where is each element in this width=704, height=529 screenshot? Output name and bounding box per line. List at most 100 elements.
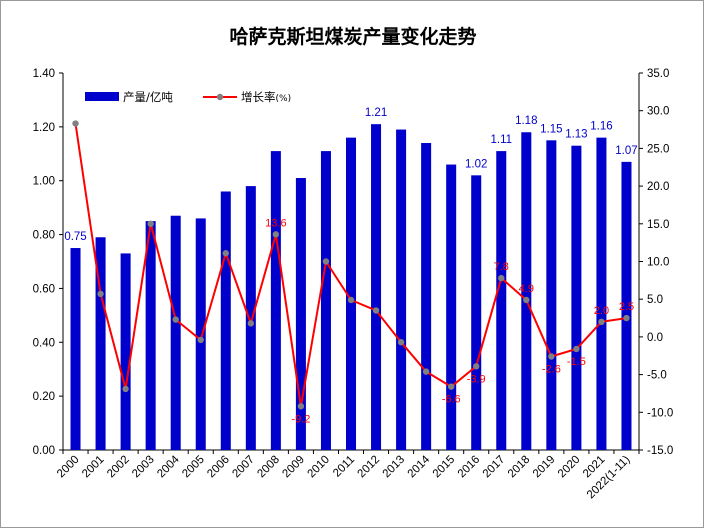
y-right-tick-label: -5.0	[647, 370, 667, 382]
growth-value-label: 7.8	[494, 261, 509, 273]
growth-value-label: -3.9	[467, 373, 486, 385]
bar-value-label: 1.15	[540, 123, 562, 135]
bar	[95, 237, 106, 450]
bar-value-label: 1.13	[565, 129, 587, 141]
growth-point	[422, 368, 430, 375]
category-label: 2016	[456, 454, 483, 481]
y-left-tick-label: 0.60	[33, 283, 55, 295]
bar-value-label: 1.02	[465, 158, 487, 170]
growth-point	[573, 345, 580, 353]
bar	[345, 137, 357, 450]
bar	[596, 137, 607, 450]
y-right-tick-label: -10.0	[647, 407, 673, 419]
y-left-tick-label: 0.80	[33, 230, 55, 242]
bar	[270, 151, 281, 451]
legend-bar-label: 产量/亿吨	[123, 90, 173, 104]
growth-point	[222, 250, 229, 257]
growth-point	[297, 403, 305, 410]
growth-value-label: -1.5	[567, 356, 586, 368]
bar-value-label: 1.11	[490, 134, 512, 146]
growth-point	[247, 320, 255, 327]
bar-value-label: 1.18	[515, 115, 537, 127]
growth-point	[347, 296, 355, 304]
y-right-tick-label: 20.0	[647, 181, 669, 193]
growth-point	[598, 318, 605, 326]
y-left-tick-label: 0.20	[33, 391, 55, 403]
bar	[320, 151, 331, 451]
growth-point	[322, 258, 330, 265]
y-left-tick-label: 0.00	[33, 445, 55, 457]
bar	[396, 129, 407, 451]
category-label: 2020	[556, 454, 583, 481]
growth-value-label: -6.6	[442, 394, 461, 406]
y-left-tick-label: 0.40	[33, 337, 55, 349]
y-right-tick-label: 30.0	[647, 106, 669, 118]
y-right-tick-label: 0.0	[647, 332, 663, 344]
growth-point	[397, 338, 405, 346]
y-right-tick-label: 35.0	[647, 68, 669, 80]
y-right-tick-label: 5.0	[647, 294, 663, 306]
y-right-tick-label: 15.0	[647, 219, 669, 231]
plot-area: 0.00 0.20 0.40 0.60 0.80 1.00 1.20 1.40 -15.0 -10…	[33, 68, 674, 501]
category-label: 2007	[230, 454, 257, 481]
bar	[621, 161, 632, 450]
category-label: 2006	[205, 454, 232, 481]
y-left-tick-label: 1.00	[33, 176, 55, 188]
growth-value-label: 4.9	[519, 283, 534, 295]
growth-point	[548, 353, 555, 360]
category-label: 2001	[80, 454, 107, 481]
category-label: 2008	[255, 454, 282, 481]
growth-point	[498, 274, 505, 282]
chart-title: 哈萨克斯坦煤炭产量变化走势	[229, 25, 476, 48]
y-right-tick-label: 10.0	[647, 257, 669, 269]
growth-point	[447, 383, 455, 390]
legend-line-label: 增长率(%)	[241, 90, 291, 104]
legend-line-label-name: 增长率	[241, 90, 276, 104]
category-label: 2014	[406, 453, 433, 480]
legend: 产量/亿吨 增长率(%)	[85, 90, 291, 104]
growth-point	[172, 316, 179, 323]
bar	[371, 124, 382, 451]
category-label: 2005	[180, 454, 207, 481]
growth-point	[623, 314, 630, 322]
bar	[145, 221, 156, 450]
category-label: 2013	[381, 454, 408, 481]
growth-value-label: -9.2	[291, 413, 310, 425]
growth-value-label: 2.5	[619, 301, 634, 313]
bar	[571, 145, 582, 450]
growth-value-label: -2.6	[542, 364, 561, 376]
category-label: 2010	[305, 454, 332, 481]
y-right-tick-label: -15.0	[647, 445, 673, 457]
growth-point	[523, 296, 530, 304]
y-left-tick-label: 1.20	[33, 122, 55, 134]
y-left-tick-label: 1.40	[33, 68, 55, 80]
bar	[546, 140, 557, 451]
bar	[421, 143, 432, 450]
bar	[496, 151, 507, 451]
bar-value-label: 1.07	[615, 145, 637, 157]
category-label: 2012	[356, 454, 383, 481]
category-label: 2002	[105, 454, 132, 481]
growth-point	[97, 290, 104, 298]
bar-value-label: 1.16	[590, 121, 612, 133]
bar-value-label: 0.75	[64, 231, 86, 243]
bar-value-label: 1.21	[365, 107, 387, 119]
growth-point	[147, 220, 154, 227]
bar	[446, 164, 457, 451]
bar	[521, 132, 532, 450]
legend-bar-swatch	[85, 92, 119, 101]
bar	[220, 191, 231, 450]
legend-line-marker	[216, 93, 224, 101]
growth-point	[473, 363, 480, 370]
category-label: 2004	[155, 453, 182, 480]
category-label: 2009	[280, 454, 307, 481]
growth-point	[372, 307, 380, 314]
bar	[295, 178, 306, 450]
bar	[471, 175, 482, 451]
category-label: 2000	[55, 454, 82, 481]
category-label: 2019	[531, 454, 558, 481]
growth-point	[272, 231, 280, 238]
bar	[120, 253, 131, 450]
